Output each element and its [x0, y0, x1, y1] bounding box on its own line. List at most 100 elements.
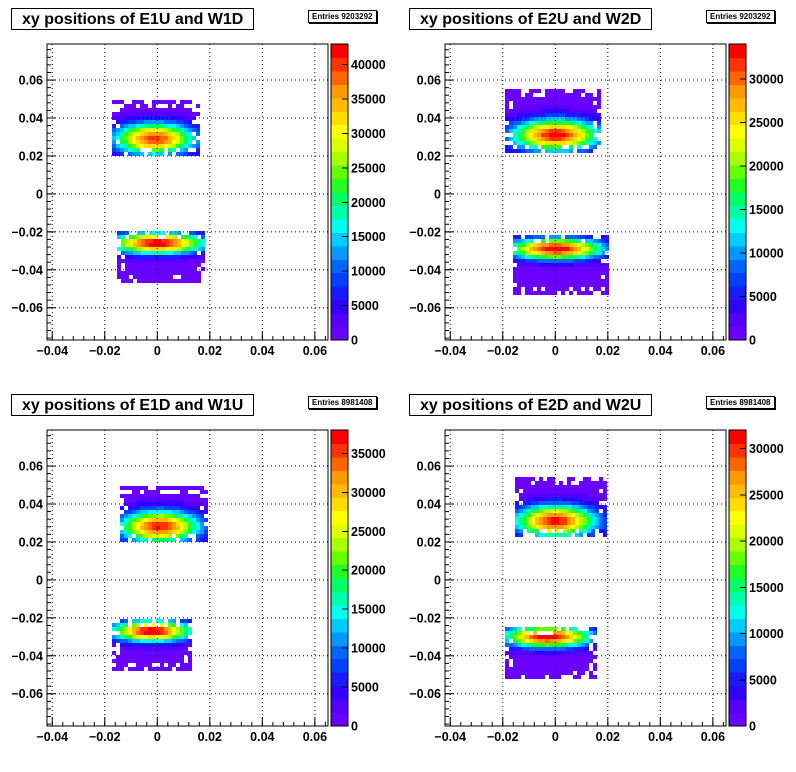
heatmap-cell — [141, 255, 145, 259]
heatmap-cell — [141, 251, 145, 255]
heatmap-cell — [581, 639, 585, 643]
heatmap-cell — [585, 279, 589, 283]
heatmap-cell — [197, 231, 201, 235]
heatmap-cell — [549, 671, 553, 675]
heatmap-cell — [185, 235, 189, 239]
heatmap-cell — [164, 128, 168, 132]
heatmap-cell — [565, 655, 569, 659]
color-bar-segment — [729, 259, 746, 274]
heatmap-cell — [555, 497, 559, 501]
heatmap-cell — [188, 639, 192, 643]
heatmap-cell — [593, 267, 597, 271]
heatmap-cell — [589, 275, 593, 279]
heatmap-cell — [589, 655, 593, 659]
heatmap-cell — [515, 521, 519, 525]
heatmap-cell — [176, 124, 180, 128]
heatmap-cell — [189, 247, 193, 251]
heatmap-cell — [188, 538, 192, 542]
heatmap-cell — [533, 663, 537, 667]
x-tick-label: 0.06 — [701, 344, 725, 358]
heatmap-cell — [192, 502, 196, 506]
heatmap-cell — [585, 251, 589, 255]
heatmap-cell — [537, 647, 541, 651]
heatmap-cell — [521, 133, 525, 137]
heatmap-cell — [160, 152, 164, 156]
heatmap-cell — [201, 247, 205, 251]
heatmap-cell — [164, 631, 168, 635]
heatmap-cell — [152, 120, 156, 124]
heatmap-cell — [595, 497, 599, 501]
y-tick-label: 0.02 — [417, 535, 441, 549]
plot-frame — [46, 429, 329, 727]
heatmap-cell — [133, 243, 137, 247]
heatmap-cell — [543, 533, 547, 537]
heatmap-cell — [156, 510, 160, 514]
color-bar-segment — [331, 631, 348, 646]
heatmap-cell — [160, 494, 164, 498]
heatmap-cell — [129, 271, 133, 275]
heatmap-cell — [553, 651, 557, 655]
heatmap-cell — [581, 663, 585, 667]
heatmap-cell — [581, 659, 585, 663]
grid — [47, 44, 328, 340]
heatmap-cell — [513, 271, 517, 275]
heatmap-cell — [509, 125, 513, 129]
heatmap-cell — [188, 643, 192, 647]
heatmap-cell — [585, 239, 589, 243]
heatmap-cell — [529, 655, 533, 659]
heatmap-cell — [513, 129, 517, 133]
heatmap-cell — [188, 100, 192, 104]
heatmap-cell — [156, 627, 160, 631]
heatmap-cell — [200, 502, 204, 506]
heatmap-cell — [585, 113, 589, 117]
heatmap-cell — [573, 635, 577, 639]
heatmap-cell — [140, 619, 144, 623]
color-bar-segment — [729, 124, 746, 139]
heatmap-cell — [579, 509, 583, 513]
heatmap-cell — [533, 113, 537, 117]
heatmap-cell — [547, 481, 551, 485]
heatmap-cell — [529, 675, 533, 679]
heatmap-cell — [567, 501, 571, 505]
heatmap-cell — [196, 506, 200, 510]
heatmap-cell — [533, 105, 537, 109]
heatmap-cell — [513, 243, 517, 247]
heatmap-cell — [549, 129, 553, 133]
heatmap-cell — [529, 255, 533, 259]
heatmap-cell — [547, 517, 551, 521]
heatmap-cell — [529, 97, 533, 101]
heatmap-cell — [121, 231, 125, 235]
heatmap-cell — [577, 271, 581, 275]
heatmap-cell — [509, 145, 513, 149]
heatmap-cell — [180, 490, 184, 494]
heatmap-cell — [551, 485, 555, 489]
heatmap-cell — [168, 518, 172, 522]
heatmap-cell — [168, 148, 172, 152]
heatmap-cell — [551, 521, 555, 525]
entries-stat-box: Entries 9203292 — [308, 10, 377, 23]
heatmap-cell — [164, 538, 168, 542]
heatmap-cell — [573, 631, 577, 635]
heatmap-cell — [157, 231, 161, 235]
y-tick-label: −0.04 — [409, 263, 441, 277]
heatmap-cell — [196, 494, 200, 498]
heatmap-cell — [180, 663, 184, 667]
heatmap-cell — [577, 635, 581, 639]
heatmap-cell — [553, 631, 557, 635]
heatmap-cell — [581, 97, 585, 101]
heatmap-cell — [148, 140, 152, 144]
z-tick-label: 5000 — [351, 681, 379, 695]
heatmap-cell — [561, 133, 565, 137]
heatmap-cell — [541, 113, 545, 117]
heatmap-cell — [137, 279, 141, 283]
heatmap-cell — [525, 291, 529, 295]
heatmap-cell — [517, 255, 521, 259]
heatmap-cell — [144, 635, 148, 639]
heatmap-cell — [559, 481, 563, 485]
heatmap-cell — [571, 529, 575, 533]
heatmap-cell — [172, 116, 176, 120]
heatmap-cell — [204, 534, 208, 538]
heatmap-cell — [583, 525, 587, 529]
heatmap-cell — [569, 663, 573, 667]
heatmap-cell — [140, 643, 144, 647]
